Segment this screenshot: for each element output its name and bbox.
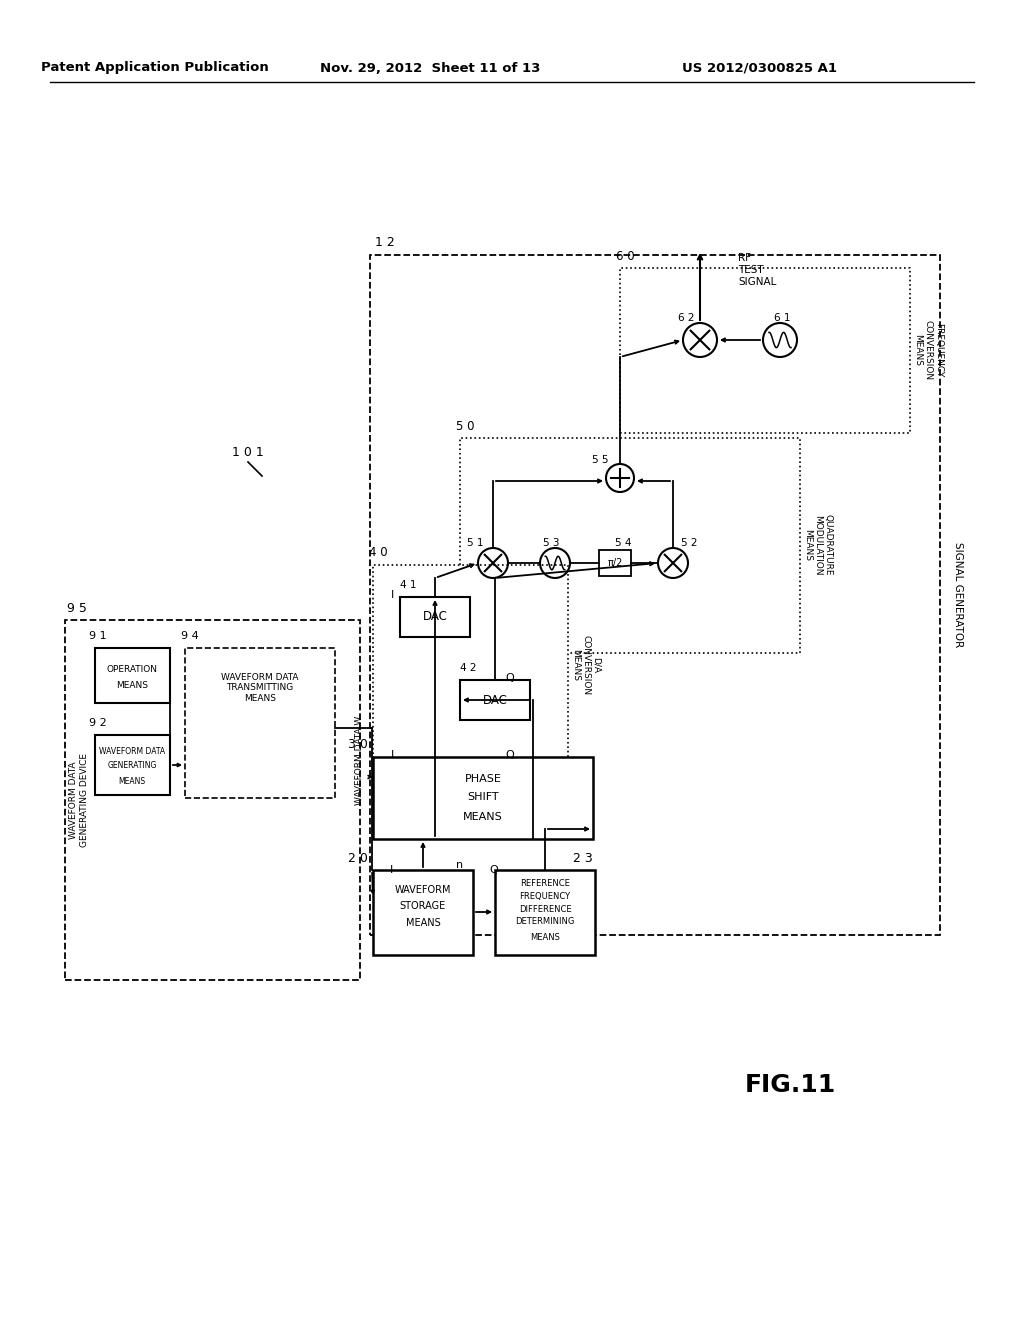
Bar — [185, 648, 335, 799]
Bar — [599, 550, 631, 576]
Text: I: I — [391, 590, 394, 601]
Text: 3 0: 3 0 — [348, 738, 368, 751]
Text: 5 2: 5 2 — [681, 539, 697, 548]
Text: 9 2: 9 2 — [89, 718, 106, 729]
Text: FIG.11: FIG.11 — [744, 1073, 836, 1097]
Text: n: n — [457, 861, 464, 870]
Bar — [373, 565, 568, 766]
Text: DAC: DAC — [482, 693, 508, 706]
Bar — [370, 255, 940, 935]
Bar — [95, 648, 170, 704]
Text: I: I — [391, 750, 394, 760]
Text: OPERATION: OPERATION — [106, 665, 158, 675]
Bar — [373, 756, 593, 840]
Text: GENERATING: GENERATING — [108, 760, 157, 770]
Text: MEANS: MEANS — [530, 932, 560, 941]
Bar — [460, 438, 800, 653]
Text: Q: Q — [506, 673, 514, 682]
Bar — [400, 597, 470, 638]
Text: I: I — [390, 865, 393, 875]
Text: 6 1: 6 1 — [774, 313, 791, 323]
Text: Nov. 29, 2012  Sheet 11 of 13: Nov. 29, 2012 Sheet 11 of 13 — [319, 62, 541, 74]
Text: MEANS: MEANS — [119, 776, 145, 785]
Text: DETERMINING: DETERMINING — [515, 917, 574, 927]
Text: SHIFT: SHIFT — [467, 792, 499, 803]
Text: WAVEFORM DATA W: WAVEFORM DATA W — [355, 715, 365, 805]
Text: FREQUENCY: FREQUENCY — [519, 891, 570, 900]
Bar — [95, 735, 170, 795]
Bar — [495, 870, 595, 954]
Text: DAC: DAC — [423, 610, 447, 623]
Text: 6 2: 6 2 — [678, 313, 694, 323]
Text: WAVEFORM DATA: WAVEFORM DATA — [99, 747, 165, 755]
Bar — [460, 680, 530, 719]
Text: MEANS: MEANS — [116, 681, 148, 690]
Text: QUADRATURE
MODULATION
MEANS: QUADRATURE MODULATION MEANS — [803, 515, 833, 576]
Text: 5 4: 5 4 — [614, 539, 631, 548]
Text: WAVEFORM DATA
TRANSMITTING
MEANS: WAVEFORM DATA TRANSMITTING MEANS — [221, 673, 299, 702]
Text: 5 3: 5 3 — [543, 539, 559, 548]
Text: DIFFERENCE: DIFFERENCE — [519, 904, 571, 913]
Text: SIGNAL GENERATOR: SIGNAL GENERATOR — [953, 543, 963, 648]
Text: 5 5: 5 5 — [592, 455, 608, 465]
Text: 2 0: 2 0 — [348, 851, 368, 865]
Text: 4 2: 4 2 — [460, 663, 476, 673]
Text: 4 0: 4 0 — [369, 546, 387, 560]
Text: 9 1: 9 1 — [89, 631, 106, 642]
Text: WAVEFORM: WAVEFORM — [394, 884, 452, 895]
Bar — [620, 268, 910, 433]
Bar — [65, 620, 360, 979]
Bar — [373, 870, 473, 954]
Text: US 2012/0300825 A1: US 2012/0300825 A1 — [683, 62, 838, 74]
Text: PHASE: PHASE — [465, 774, 502, 784]
Text: MEANS: MEANS — [406, 917, 440, 928]
Text: 6 0: 6 0 — [615, 249, 634, 263]
Text: 9 4: 9 4 — [181, 631, 199, 642]
Text: Q: Q — [506, 750, 514, 760]
Text: π/2: π/2 — [607, 558, 623, 568]
Text: 1 0 1: 1 0 1 — [232, 446, 264, 458]
Text: 2 3: 2 3 — [573, 851, 593, 865]
Text: 5 1: 5 1 — [467, 539, 483, 548]
Text: STORAGE: STORAGE — [400, 902, 446, 911]
Text: 1 2: 1 2 — [375, 236, 395, 249]
Text: 4 1: 4 1 — [399, 579, 416, 590]
Text: 9 5: 9 5 — [67, 602, 87, 615]
Text: Patent Application Publication: Patent Application Publication — [41, 62, 269, 74]
Text: MEANS: MEANS — [463, 812, 503, 822]
Text: REFERENCE: REFERENCE — [520, 879, 570, 887]
Text: WAVEFORM DATA
GENERATING DEVICE: WAVEFORM DATA GENERATING DEVICE — [70, 752, 89, 847]
Text: FREQUENCY
CONVERSION
MEANS: FREQUENCY CONVERSION MEANS — [913, 319, 943, 380]
Text: 5 0: 5 0 — [456, 420, 474, 433]
Text: RF
TEST
SIGNAL: RF TEST SIGNAL — [738, 253, 776, 286]
Text: D/A
CONVERSION
MEANS: D/A CONVERSION MEANS — [571, 635, 601, 696]
Text: Q: Q — [489, 865, 498, 875]
